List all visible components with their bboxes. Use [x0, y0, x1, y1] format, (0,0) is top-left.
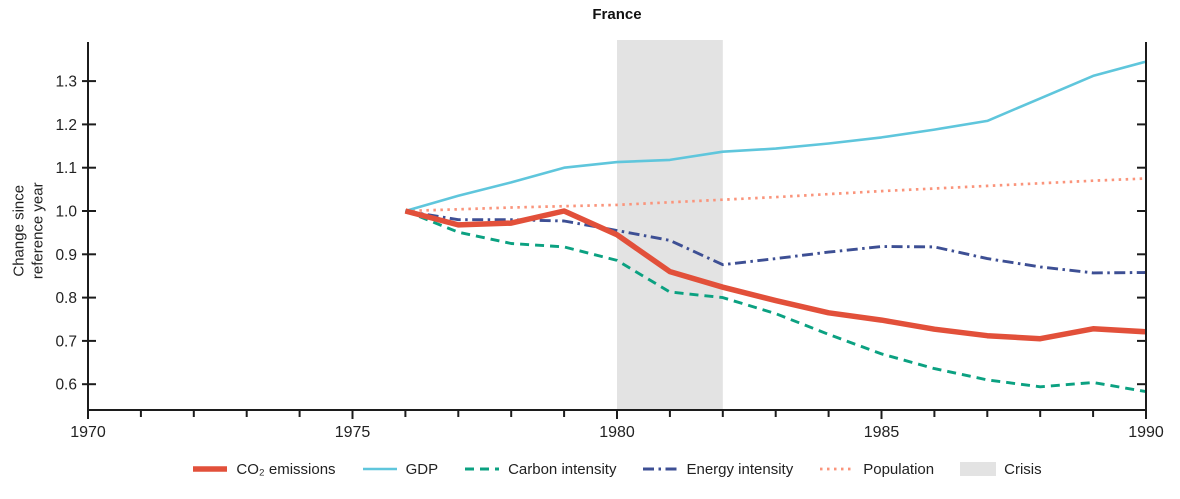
- legend-label-gdp: GDP: [405, 460, 439, 478]
- y-tick-label: 0.7: [55, 333, 77, 350]
- legend-swatch-population: [820, 467, 855, 471]
- y-tick-label: 1.3: [55, 74, 77, 91]
- series-line-gdp: [405, 60, 1147, 213]
- legend-item-crisis: Crisis: [960, 461, 1042, 478]
- y-tick-label: 1.2: [55, 117, 77, 134]
- legend-item-carbon-intensity: Carbon intensity: [464, 461, 616, 478]
- series-line-population: [405, 177, 1147, 213]
- legend-swatch-co2-emissions: [193, 466, 228, 472]
- legend-item-population: Population: [819, 461, 934, 478]
- series-line-co2-emissions: [404, 208, 1147, 342]
- y-tick-label: 0.6: [55, 377, 77, 394]
- series-line-carbon-intensity: [404, 209, 1147, 394]
- legend-item-energy-intensity: Energy intensity: [642, 461, 793, 478]
- y-tick-label: 1.1: [55, 160, 77, 177]
- y-tick-label: 0.8: [55, 290, 77, 307]
- legend: CO₂ emissions GDP Carbon intensity Energy i…: [88, 455, 1146, 483]
- legend-swatch-crisis: [960, 462, 997, 476]
- legend-item-gdp: GDP: [362, 460, 439, 478]
- crisis-band: [617, 40, 723, 410]
- x-tick-label: 1985: [864, 424, 900, 441]
- legend-label-population: Population: [863, 460, 935, 478]
- legend-swatch-carbon-intensity: [465, 467, 500, 471]
- x-tick-label: 1980: [599, 424, 635, 441]
- legend-label-carbon-intensity: Carbon intensity: [508, 460, 617, 478]
- y-tick-label: 1.0: [55, 204, 77, 221]
- legend-swatch-gdp: [362, 467, 397, 471]
- legend-label-co2-emissions: CO₂ emissions: [236, 460, 336, 478]
- legend-item-co2-emissions: CO₂ emissions: [192, 460, 336, 478]
- legend-swatch-energy-intensity: [643, 467, 678, 471]
- x-tick-label: 1990: [1128, 424, 1164, 441]
- line-chart: 0.6 0.7 0.8 0.9 1.0 1.1 1.2 1.3 1970 1975 1980 1985…: [55, 40, 1164, 441]
- y-tick-label: 0.9: [55, 247, 77, 264]
- legend-label-crisis: Crisis: [1004, 460, 1042, 478]
- x-tick-label: 1975: [335, 424, 371, 441]
- x-tick-label: 1970: [70, 424, 106, 441]
- legend-label-energy-intensity: Energy intensity: [686, 460, 794, 478]
- chart-title: France: [592, 6, 642, 23]
